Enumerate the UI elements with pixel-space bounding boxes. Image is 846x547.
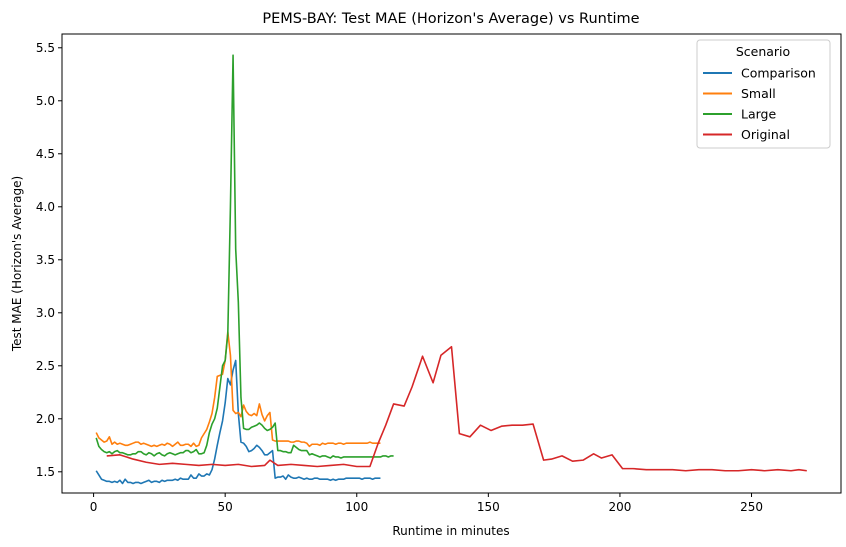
x-tick-label: 200 <box>608 500 631 514</box>
legend-label-comparison: Comparison <box>741 66 816 81</box>
y-axis: 1.5 2.0 2.5 3.0 3.5 4.0 4.5 5.0 5.5 <box>36 41 62 479</box>
x-tick-label: 50 <box>218 500 233 514</box>
y-axis-label: Test MAE (Horizon's Average) <box>10 176 24 352</box>
legend-label-original: Original <box>741 127 790 142</box>
x-axis: 0 50 100 150 200 250 <box>90 493 763 514</box>
y-tick-label: 5.0 <box>36 94 55 108</box>
legend-items: Comparison Small Large Original <box>703 66 816 142</box>
legend-title: Scenario <box>736 44 790 59</box>
x-tick-label: 150 <box>477 500 500 514</box>
series-line-large <box>95 54 394 459</box>
y-tick-label: 3.5 <box>36 253 55 267</box>
series-line-small <box>95 331 381 448</box>
x-tick-label: 100 <box>345 500 368 514</box>
y-tick-label: 4.5 <box>36 147 55 161</box>
x-tick-label: 250 <box>740 500 763 514</box>
y-tick-label: 2.0 <box>36 412 55 426</box>
x-tick-label: 0 <box>90 500 98 514</box>
chart-title: PEMS-BAY: Test MAE (Horizon's Average) v… <box>262 11 639 27</box>
legend-label-large: Large <box>741 107 776 122</box>
y-tick-label: 2.5 <box>36 359 55 373</box>
plot-frame <box>61 33 842 494</box>
y-tick-label: 1.5 <box>36 465 55 479</box>
series-line-original <box>106 345 807 472</box>
legend-box <box>696 39 831 149</box>
series-layer <box>95 54 807 485</box>
y-tick-label: 5.5 <box>36 41 55 55</box>
x-axis-label: Runtime in minutes <box>392 524 509 538</box>
legend-label-small: Small <box>741 86 776 101</box>
legend: Scenario Comparison Small Large Original <box>696 39 831 149</box>
y-tick-label: 3.0 <box>36 306 55 320</box>
y-tick-label: 4.0 <box>36 200 55 214</box>
